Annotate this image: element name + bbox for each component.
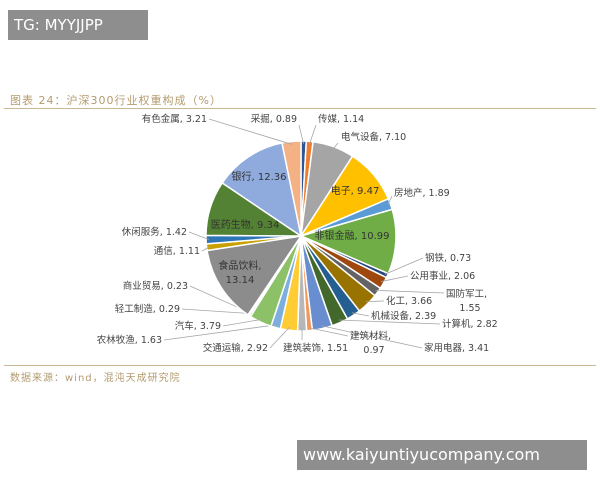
data-label-25: 有色金属, 3.21 (142, 113, 207, 125)
data-label-24: 银行, 12.36 (232, 170, 287, 183)
data-label-20: 食品饮料, (218, 259, 261, 272)
data-label-7: 公用事业, 2.06 (410, 270, 475, 282)
leader-line-0 (298, 124, 304, 144)
leader-line-7 (381, 275, 409, 282)
data-label-18: 轻工制造, 0.29 (115, 303, 180, 315)
chart-title: 图表 24：沪深300行业权重构成（%） (10, 94, 222, 107)
leader-line-2 (332, 142, 339, 150)
source-note: 数据来源：wind，混沌天成研究院 (10, 373, 181, 384)
data-label-6: 钢铁, 0.73 (425, 252, 471, 264)
leader-line-25 (208, 118, 292, 145)
data-label-13: 0.97 (363, 345, 384, 356)
title-divider (4, 108, 596, 109)
leader-line-13 (309, 327, 349, 337)
data-label-13: 建筑材料, (350, 330, 391, 342)
data-label-8: 国防军工, (446, 288, 487, 300)
data-label-10: 机械设备, 2.39 (371, 310, 436, 322)
leader-line-21 (201, 246, 210, 252)
data-label-0: 采掘, 0.89 (251, 113, 297, 125)
data-label-22: 休闲服务, 1.42 (122, 226, 187, 238)
data-label-17: 汽车, 3.79 (175, 320, 221, 332)
leader-line-17 (222, 318, 262, 327)
leader-line-8 (375, 289, 445, 294)
pie-slice-25 (281, 140, 302, 237)
data-label-8: 1.55 (459, 303, 480, 314)
data-label-12: 家用电器, 3.41 (424, 342, 489, 354)
data-label-19: 商业贸易, 0.23 (123, 280, 188, 292)
data-label-23: 医药生物, 9.34 (211, 218, 280, 231)
data-label-4: 房地产, 1.89 (394, 187, 450, 199)
data-label-21: 通信, 1.11 (154, 245, 200, 257)
data-label-15: 交通运输, 2.92 (203, 342, 268, 354)
data-label-3: 电子, 9.47 (331, 184, 380, 197)
leader-line-12 (321, 325, 423, 349)
data-label-11: 计算机, 2.82 (442, 318, 498, 330)
leader-line-6 (384, 257, 424, 275)
data-label-16: 农林牧渔, 1.63 (97, 334, 162, 346)
data-label-20: 13.14 (226, 275, 255, 286)
leader-line-16 (163, 324, 277, 341)
leader-line-9 (365, 300, 385, 303)
leader-line-18 (181, 308, 252, 315)
data-label-5: 非银金融, 10.99 (315, 229, 390, 242)
watermark-bottom: www.kaiyuntiyucompany.com (297, 440, 587, 470)
leader-line-15 (269, 327, 290, 349)
data-label-2: 电气设备, 7.10 (341, 131, 406, 143)
pie-slice-24 (221, 142, 303, 238)
pie-slice-20 (206, 234, 303, 316)
source-divider (4, 365, 596, 366)
data-label-1: 传媒, 1.14 (318, 113, 364, 125)
leader-line-4 (387, 195, 393, 206)
watermark-top: TG: MYYJJPP (8, 10, 148, 40)
leader-line-1 (309, 124, 317, 145)
leader-line-11 (338, 319, 441, 325)
leader-line-10 (351, 312, 370, 317)
data-label-9: 化工, 3.66 (386, 295, 432, 307)
data-label-14: 建筑装饰, 1.51 (283, 342, 348, 354)
leader-line-22 (188, 231, 210, 240)
